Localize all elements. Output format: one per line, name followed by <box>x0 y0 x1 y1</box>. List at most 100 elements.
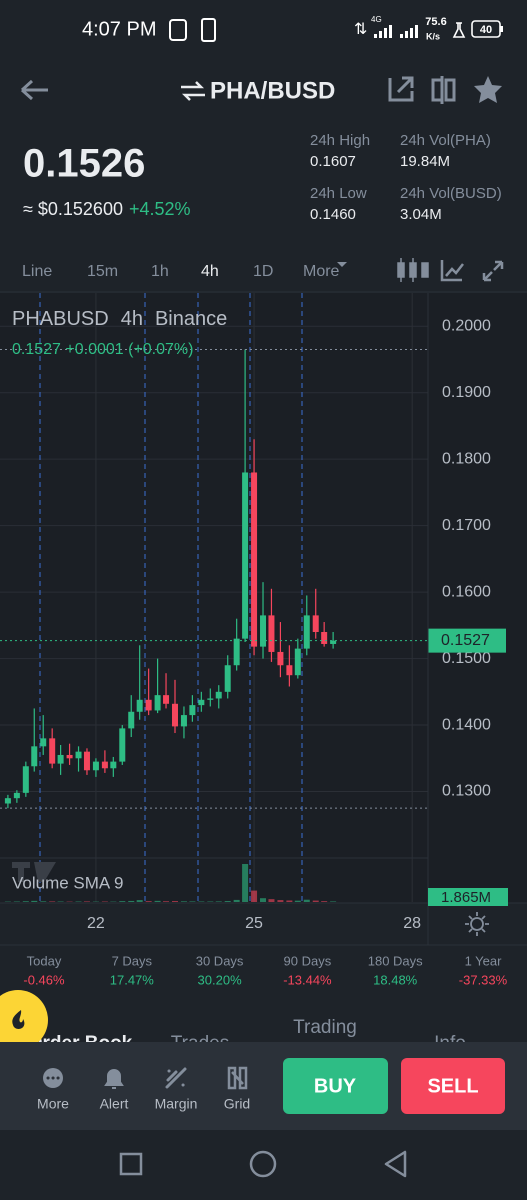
candle-body <box>303 615 310 649</box>
candle-body <box>4 798 11 804</box>
candle-body <box>136 699 143 712</box>
x-tick-label: 28 <box>403 915 421 932</box>
status-network: 4G <box>371 15 382 24</box>
candle-body <box>119 728 126 762</box>
alert-icon[interactable] <box>104 1069 124 1089</box>
volume-bar <box>22 901 29 902</box>
grid-icon[interactable] <box>227 1066 248 1090</box>
signal-icon <box>374 25 418 38</box>
volume-bar <box>294 900 301 902</box>
more-caret[interactable] <box>337 262 347 267</box>
nav-home[interactable] <box>249 1150 277 1178</box>
pair-swap-icon[interactable] <box>181 81 205 101</box>
interval-option[interactable]: More <box>303 263 340 280</box>
candle-body <box>57 754 64 764</box>
x-tick-label: 25 <box>245 915 263 932</box>
chart-legend: 0.1527 +0.0001 (+0.07%) <box>12 341 193 358</box>
stat-label: 24h Vol(BUSD) <box>400 185 502 202</box>
pair-title[interactable]: PHA/BUSD <box>210 77 335 104</box>
toolbar-label[interactable]: Margin <box>155 1096 198 1112</box>
buy-label[interactable]: BUY <box>314 1075 357 1097</box>
stat-label: 24h Vol(PHA) <box>400 132 491 149</box>
volume-label: Volume SMA 9 <box>12 873 124 892</box>
stat-label: 24h High <box>310 132 370 149</box>
volume-bar <box>286 900 293 902</box>
floating-button[interactable] <box>0 990 48 1050</box>
symbol: PHABUSD <box>12 308 109 330</box>
tab[interactable]: Trading <box>293 1017 357 1038</box>
indicator-icon[interactable] <box>440 260 464 282</box>
candle-body <box>312 615 319 632</box>
period-label: 1 Year <box>465 953 503 968</box>
volume-bar <box>312 900 319 902</box>
period-label: 30 Days <box>196 953 244 968</box>
usd-price: ≈ $0.152600 <box>23 199 123 219</box>
grid <box>0 293 428 902</box>
interval-option[interactable]: 4h <box>201 263 219 280</box>
volume-bar <box>136 900 143 902</box>
toolbar-label[interactable]: Alert <box>100 1096 129 1112</box>
candle-body <box>330 640 337 644</box>
interval-bar: Line 15m 1h 4h 1D More <box>22 263 340 280</box>
buy-button[interactable] <box>283 1058 388 1114</box>
favorite-icon[interactable] <box>474 76 502 103</box>
volume-bar <box>260 898 267 902</box>
volume-bar <box>303 899 310 902</box>
theme-icon[interactable] <box>470 917 484 931</box>
period-label: 90 Days <box>284 953 332 968</box>
stat-value: 19.84M <box>400 153 450 170</box>
status-arrows: ⇅ <box>354 21 367 38</box>
back-button[interactable] <box>20 79 48 101</box>
battery-tip <box>500 26 503 32</box>
y-tick-label: 0.1300 <box>442 783 491 800</box>
candle-body <box>66 754 73 759</box>
interval-option[interactable]: 1D <box>253 263 273 280</box>
volume-bar <box>330 901 337 902</box>
candle-body <box>154 695 161 711</box>
y-tick-label: 0.1400 <box>442 716 491 733</box>
candle-body <box>294 648 301 676</box>
status-icon <box>169 19 187 41</box>
nav-recents[interactable] <box>119 1152 143 1176</box>
stat-value: 0.1607 <box>310 153 356 170</box>
share-icon[interactable] <box>388 76 414 102</box>
candle-type-icon[interactable] <box>397 258 429 282</box>
margin-icon[interactable] <box>165 1067 187 1089</box>
fullscreen-icon[interactable] <box>482 260 504 282</box>
status-icon <box>452 22 466 38</box>
period-performance: Today -0.46% 7 Days 17.47% 30 Days 30.20% 90 D… <box>23 953 507 987</box>
volume-bar <box>277 900 284 902</box>
candle-body <box>83 751 90 771</box>
compare-icon[interactable] <box>431 76 456 104</box>
toolbar-label[interactable]: Grid <box>224 1096 250 1112</box>
volume-bar <box>154 900 161 902</box>
fire-icon <box>12 1010 25 1029</box>
candle-body <box>268 615 275 652</box>
volume-bar <box>83 901 90 902</box>
x-tick-label: 22 <box>87 915 105 932</box>
status-speed: 75.6 <box>425 16 446 28</box>
candle-body <box>180 715 187 727</box>
tradingview-logo <box>12 862 56 882</box>
interval-option[interactable]: 1h <box>151 263 169 280</box>
volume-value: 1.865M <box>441 889 491 906</box>
sell-label[interactable]: SELL <box>427 1075 478 1097</box>
interval-option[interactable]: Line <box>22 263 52 280</box>
candle-body <box>286 665 293 676</box>
nav-back[interactable] <box>384 1150 407 1178</box>
interval: 4h <box>121 308 143 330</box>
chart: 0.2000 0.1900 0.1800 0.1700 0.1600 0.1500 0.14… <box>0 293 506 932</box>
candle-body <box>242 472 249 639</box>
toolbar-label[interactable]: More <box>37 1096 69 1112</box>
candle-body <box>92 761 99 771</box>
candle-body <box>224 665 231 692</box>
candle-body <box>260 615 267 647</box>
last-price-box <box>428 628 506 653</box>
candle-body <box>251 472 258 647</box>
sell-button[interactable] <box>401 1058 505 1114</box>
y-tick-label: 0.1700 <box>442 517 491 534</box>
exchange: Binance <box>155 308 227 330</box>
interval-option[interactable]: 15m <box>87 263 118 280</box>
volume-bar <box>268 899 275 902</box>
